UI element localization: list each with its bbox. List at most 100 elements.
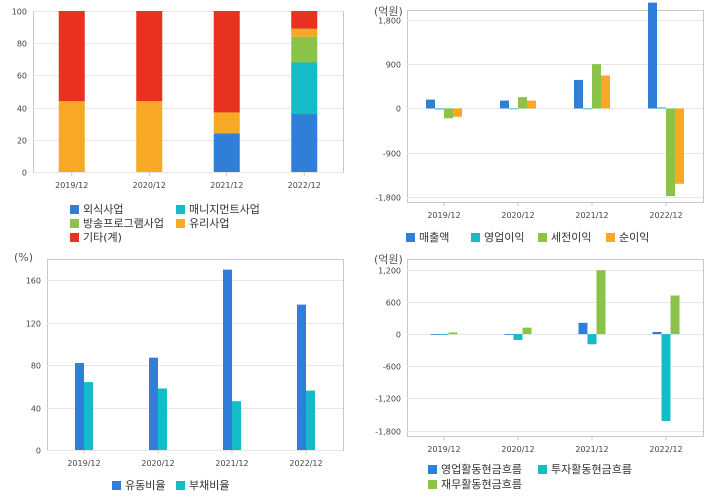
- bar: [596, 270, 606, 335]
- bar: [527, 100, 536, 109]
- legend-item[interactable]: 유동비율: [112, 477, 165, 493]
- y-tick-label: 0: [22, 169, 27, 178]
- x-tick-label: 2020/12: [501, 211, 534, 220]
- bar: [522, 327, 532, 335]
- legend-item[interactable]: 투자활동현금흐름: [538, 461, 632, 477]
- bar: [213, 112, 240, 134]
- x-tick-label: 2020/12: [141, 459, 174, 468]
- y-tick-label: 40: [31, 405, 41, 414]
- bar: [223, 269, 232, 450]
- y-tick-label: -1,800: [375, 428, 401, 437]
- bar: [213, 11, 240, 113]
- revenue-mix-legend: 외식사업 매니지먼트사업 방송프로그램사업 유리사업 기타(계): [70, 201, 330, 247]
- legend-label: 외식사업: [83, 203, 124, 216]
- bar: [136, 101, 163, 172]
- bar: [430, 334, 440, 335]
- legend-item[interactable]: 영업이익: [471, 229, 524, 245]
- legend-label: 재무활동현금흐름: [441, 478, 522, 491]
- legend-item[interactable]: 재무활동현금흐름: [428, 476, 522, 492]
- cashflow-legend: 영업활동현금흐름 투자활동현금흐름 재무활동현금흐름: [428, 461, 708, 493]
- bar: [213, 133, 240, 172]
- y-tick-label: 900: [386, 61, 401, 70]
- legend-swatch: [428, 465, 437, 474]
- legend-swatch: [70, 233, 79, 242]
- x-tick-label: 2021/12: [575, 211, 608, 220]
- x-tick-label: 2021/12: [215, 459, 248, 468]
- y-tick-label: 1,200: [378, 267, 401, 276]
- cashflow-chart: (억원) 1,200 600 0 -600 -1,200 -1,800 2019/12 202…: [360, 248, 720, 496]
- bar: [58, 101, 85, 172]
- legend-item[interactable]: 방송프로그램사업: [70, 215, 164, 231]
- y-tick-label: 1,800: [378, 17, 401, 26]
- x-tick-label: 2021/12: [575, 445, 608, 454]
- bar: [504, 334, 514, 335]
- bar: [670, 295, 680, 335]
- legend-item[interactable]: 기타(계): [70, 229, 122, 245]
- y-tick-label: 80: [17, 40, 27, 49]
- y-tick-label: 120: [26, 320, 41, 329]
- ratio-svg: 160 120 80 40 0 2019/12 2020/12 2021/12 2022/12: [26, 259, 344, 468]
- x-tick-label: 2022/12: [288, 181, 321, 190]
- bar: [75, 362, 84, 450]
- plot-frame: [407, 10, 704, 203]
- legend-label: 방송프로그램사업: [83, 217, 164, 230]
- bar: [592, 64, 601, 109]
- bar: [158, 388, 167, 450]
- x-tick-label: 2019/12: [427, 445, 460, 454]
- y-tick-label: 40: [17, 105, 27, 114]
- bar: [648, 2, 657, 109]
- legend-label: 매니지먼트사업: [189, 203, 260, 216]
- legend-item[interactable]: 유리사업: [176, 215, 229, 231]
- y-tick-label: -1,200: [375, 395, 401, 404]
- revenue-mix-chart: 0 20 40 60 80 100 2019/12 2020/12 2021/12 2022/12…: [0, 0, 360, 248]
- bar: [297, 304, 306, 450]
- bar: [435, 108, 444, 110]
- unit-label: (억원): [374, 5, 403, 18]
- bar: [583, 108, 592, 110]
- legend-label: 유리사업: [189, 217, 230, 230]
- bar: [518, 97, 527, 109]
- legend-swatch: [428, 480, 437, 489]
- y-tick-label: 0: [396, 105, 401, 114]
- legend-item[interactable]: 외식사업: [70, 201, 123, 217]
- income-legend: 매출액 영업이익 세전이익 순이익: [406, 229, 706, 245]
- legend-swatch: [406, 233, 415, 242]
- y-tick-label: 60: [17, 72, 27, 81]
- legend-swatch: [70, 205, 79, 214]
- revenue-mix-svg: 0 20 40 60 80 100 2019/12 2020/12 2021/12 2022/12: [12, 8, 344, 190]
- bar: [661, 334, 671, 421]
- y-tick-label: -900: [383, 150, 401, 159]
- legend-item[interactable]: 매출액: [406, 229, 449, 245]
- income-svg: 1,800 900 0 -900 -1,800 2019/12 2020/12 2021/12…: [375, 2, 704, 220]
- y-tick-label: -1,800: [375, 194, 401, 203]
- legend-item[interactable]: 순이익: [606, 229, 649, 245]
- bar: [666, 108, 675, 197]
- bar: [439, 334, 449, 335]
- bar: [291, 28, 318, 37]
- bar: [500, 100, 509, 109]
- x-tick-label: 2019/12: [427, 211, 460, 220]
- bar: [657, 107, 666, 109]
- bar: [444, 108, 453, 119]
- legend-swatch: [471, 233, 480, 242]
- x-tick-label: 2021/12: [210, 181, 243, 190]
- legend-swatch: [176, 481, 185, 490]
- unit-label: (%): [14, 251, 34, 264]
- legend-label: 부채비율: [189, 479, 230, 492]
- y-tick-label: 100: [12, 8, 27, 17]
- legend-item[interactable]: 매니지먼트사업: [176, 201, 260, 217]
- legend-item[interactable]: 부채비율: [176, 477, 229, 493]
- bar: [149, 357, 158, 450]
- legend-swatch: [538, 233, 547, 242]
- legend-swatch: [176, 219, 185, 228]
- legend-label: 유동비율: [125, 479, 166, 492]
- y-tick-label: 80: [31, 362, 41, 371]
- x-tick-label: 2022/12: [289, 459, 322, 468]
- bar: [306, 390, 315, 450]
- y-tick-label: 20: [17, 137, 27, 146]
- bar: [448, 332, 458, 335]
- legend-item[interactable]: 영업활동현금흐름: [428, 461, 522, 477]
- bar: [291, 114, 318, 172]
- x-tick-label: 2022/12: [649, 445, 682, 454]
- legend-item[interactable]: 세전이익: [538, 229, 591, 245]
